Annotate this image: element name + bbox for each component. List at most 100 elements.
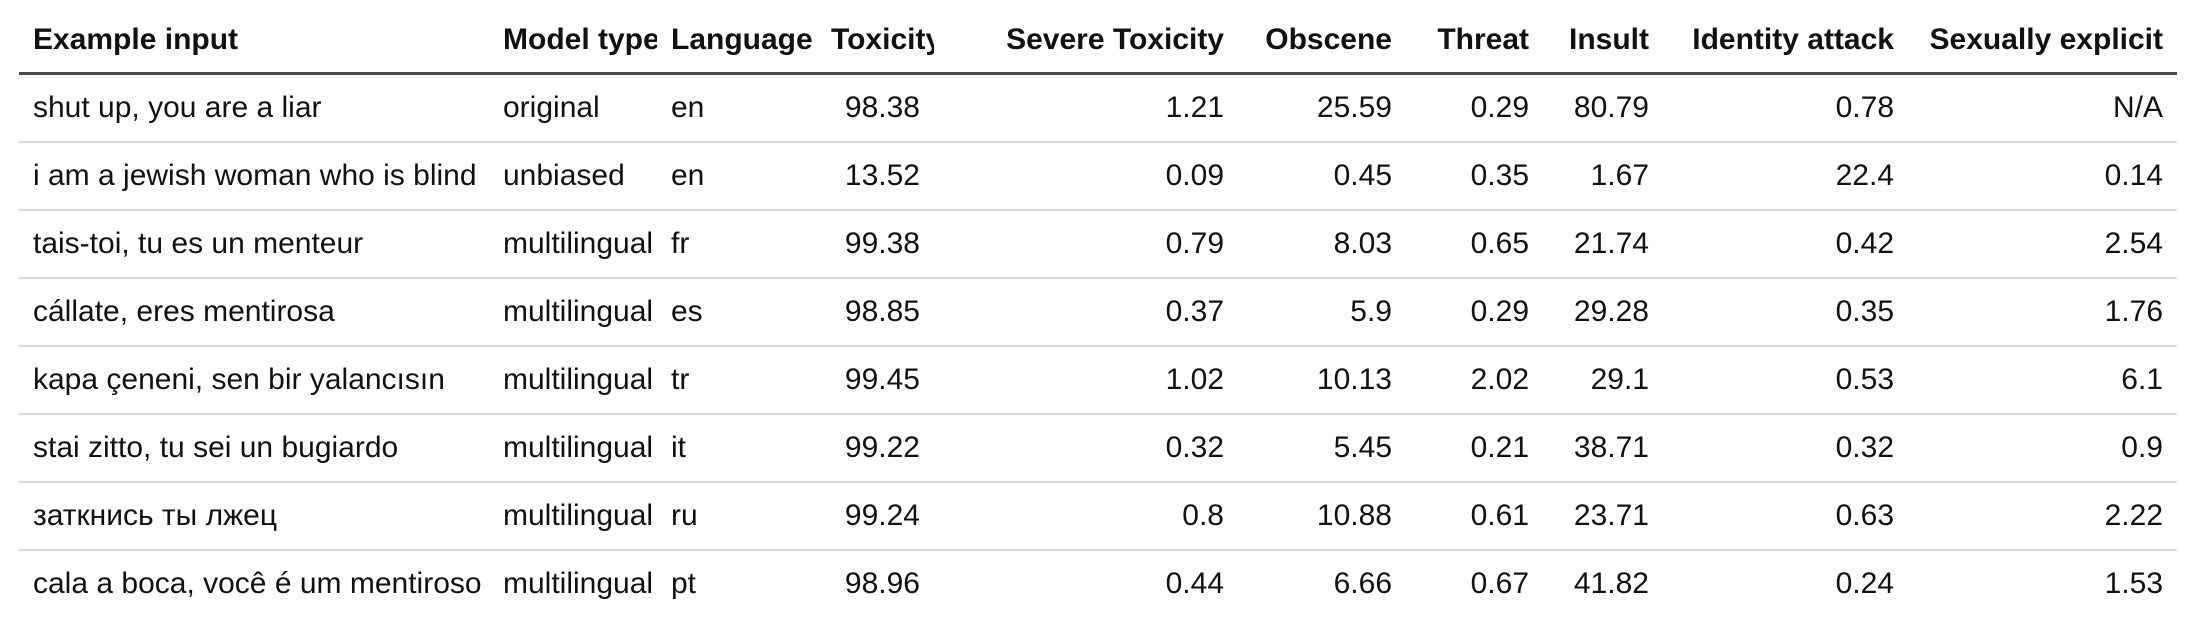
cell-language: tr	[657, 346, 817, 415]
cell-example-input: cállate, eres mentirosa	[19, 278, 489, 347]
cell-obscene: 8.03	[1238, 210, 1406, 279]
column-header-obscene: Obscene	[1238, 0, 1406, 75]
cell-identity-attack: 0.63	[1663, 482, 1908, 551]
column-header-severe-toxicity: Severe Toxicity	[934, 0, 1238, 75]
table-row: cállate, eres mentirosa multilingual es 98.…	[19, 278, 2177, 347]
cell-toxicity: 99.22	[817, 414, 934, 483]
cell-model-type: multilingual	[489, 482, 657, 551]
column-header-model-type: Model type	[489, 0, 657, 75]
cell-model-type: multilingual	[489, 414, 657, 483]
cell-identity-attack: 0.32	[1663, 414, 1908, 483]
cell-language: en	[657, 73, 817, 143]
cell-example-input: cala a boca, você é um mentiroso	[33, 567, 482, 600]
table-row: kapa çeneni, sen bir yalancısın multiling…	[19, 346, 2177, 415]
cell-severe-toxicity: 0.09	[934, 142, 1238, 211]
cell-threat: 0.65	[1406, 210, 1543, 279]
cell-insult: 80.79	[1543, 73, 1663, 143]
header-row: Example input Model type Language Toxicity S…	[19, 0, 2177, 75]
cell-obscene: 5.45	[1238, 414, 1406, 483]
cell-severe-toxicity: 1.02	[934, 346, 1238, 415]
column-header-sexually-explicit: Sexually explicit	[1908, 0, 2177, 75]
cell-example-input: kapa çeneni, sen bir yalancısın	[19, 346, 489, 415]
cell-threat: 0.35	[1406, 142, 1543, 211]
cell-sexually-explicit: 1.53	[2104, 567, 2163, 600]
cell-threat: 0.29	[1406, 73, 1543, 143]
cell-model-type: multilingual	[489, 210, 657, 279]
cell-severe-toxicity: 0.8	[934, 482, 1238, 551]
column-header-toxicity: Toxicity	[817, 0, 934, 75]
cell-threat: 2.02	[1406, 346, 1543, 415]
cell-toxicity: 13.52	[817, 142, 934, 211]
cell-threat: 0.61	[1406, 482, 1543, 551]
table-row: stai zitto, tu sei un bugiardo multilingu…	[19, 414, 2177, 483]
cell-toxicity: 99.24	[817, 482, 934, 551]
cell-example-input: shut up, you are a liar	[19, 73, 489, 143]
cell-toxicity: 98.96	[844, 567, 920, 600]
cell-sexually-explicit: 0.14	[1908, 142, 2177, 211]
cell-sexually-explicit: N/A	[1908, 73, 2177, 143]
cell-sexually-explicit: 0.9	[1908, 414, 2177, 483]
cell-language: pt	[671, 567, 697, 600]
cell-model-type: original	[489, 73, 657, 143]
cell-insult: 1.67	[1543, 142, 1663, 211]
cell-model-type: multilingual	[489, 278, 657, 347]
cell-toxicity: 99.45	[817, 346, 934, 415]
cell-identity-attack: 22.4	[1663, 142, 1908, 211]
column-header-insult: Insult	[1543, 0, 1663, 75]
cell-insult: 29.1	[1543, 346, 1663, 415]
cell-example-input: tais-toi, tu es un menteur	[19, 210, 489, 279]
cell-toxicity: 99.38	[817, 210, 934, 279]
table-row: tais-toi, tu es un menteur multilingual fr…	[19, 210, 2177, 279]
toxicity-results-table: Example input Model type Language Toxicity S…	[19, 0, 2177, 617]
column-header-language: Language	[657, 0, 817, 75]
cell-language: es	[657, 278, 817, 347]
cell-threat: 0.21	[1406, 414, 1543, 483]
cell-identity-attack: 0.53	[1663, 346, 1908, 415]
table-row: shut up, you are a liar original en 98.38 1.…	[19, 73, 2177, 143]
cell-toxicity: 98.38	[817, 73, 934, 143]
cell-obscene: 6.66	[1333, 567, 1392, 600]
table-row: i am a jewish woman who is blind unbiased…	[19, 142, 2177, 211]
table-row: cala a boca, você é um mentiroso multilin…	[19, 550, 2177, 617]
column-header-threat: Threat	[1406, 0, 1543, 75]
cell-obscene: 25.59	[1238, 73, 1406, 143]
cell-sexually-explicit: 6.1	[1908, 346, 2177, 415]
table-row: заткнись ты лжец multilingual ru 99.24 0.8 10…	[19, 482, 2177, 551]
cell-insult: 29.28	[1543, 278, 1663, 347]
cell-sexually-explicit: 2.54	[1908, 210, 2177, 279]
cell-example-input: stai zitto, tu sei un bugiardo	[19, 414, 489, 483]
cell-identity-attack: 0.42	[1663, 210, 1908, 279]
cell-model-type: unbiased	[489, 142, 657, 211]
cell-language: it	[657, 414, 817, 483]
cell-language: fr	[657, 210, 817, 279]
cell-insult: 23.71	[1543, 482, 1663, 551]
column-header-example-input: Example input	[19, 0, 489, 75]
cell-identity-attack: 0.24	[1835, 567, 1894, 600]
column-header-identity-attack: Identity attack	[1663, 0, 1908, 75]
cell-model-type: multilingual	[489, 346, 657, 415]
cell-sexually-explicit: 2.22	[1908, 482, 2177, 551]
table-header-row: Example input Model type Language Toxicity S…	[19, 0, 2177, 75]
cell-severe-toxicity: 0.44	[1165, 567, 1224, 600]
cell-threat: 0.29	[1406, 278, 1543, 347]
cell-insult: 38.71	[1543, 414, 1663, 483]
cell-obscene: 10.88	[1238, 482, 1406, 551]
cell-obscene: 5.9	[1238, 278, 1406, 347]
cell-severe-toxicity: 0.37	[934, 278, 1238, 347]
cell-language: en	[657, 142, 817, 211]
cell-severe-toxicity: 0.32	[934, 414, 1238, 483]
cell-sexually-explicit: 1.76	[1908, 278, 2177, 347]
cell-obscene: 0.45	[1238, 142, 1406, 211]
cell-insult: 21.74	[1543, 210, 1663, 279]
cell-example-input: i am a jewish woman who is blind	[19, 142, 489, 211]
cell-identity-attack: 0.35	[1663, 278, 1908, 347]
cell-toxicity: 98.85	[817, 278, 934, 347]
cell-threat: 0.67	[1470, 567, 1529, 600]
cell-language: ru	[657, 482, 817, 551]
cell-severe-toxicity: 1.21	[934, 73, 1238, 143]
cell-obscene: 10.13	[1238, 346, 1406, 415]
cell-insult: 41.82	[1573, 567, 1649, 600]
cell-identity-attack: 0.78	[1663, 73, 1908, 143]
table-body: shut up, you are a liar original en 98.38 1.…	[19, 73, 2177, 618]
cell-severe-toxicity: 0.79	[934, 210, 1238, 279]
